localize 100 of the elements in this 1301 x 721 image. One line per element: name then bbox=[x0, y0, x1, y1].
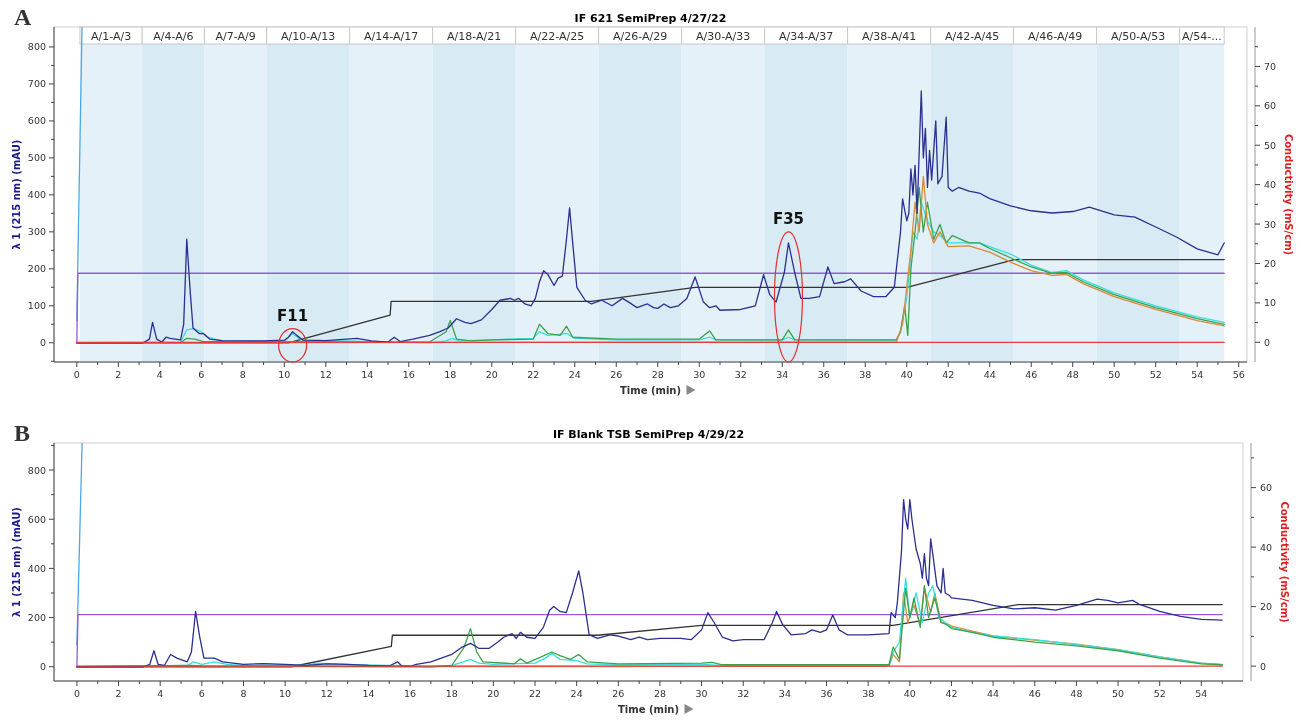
x-tick-label: 28 bbox=[653, 688, 666, 699]
band-label: A/42-A/45 bbox=[945, 30, 1000, 43]
chart-title: IF Blank TSB SemiPrep 4/29/22 bbox=[552, 428, 745, 441]
y2-tick-label: 30 bbox=[1264, 218, 1277, 230]
x-tick-label: 46 bbox=[1025, 369, 1038, 380]
y-tick-label: 0 bbox=[39, 661, 46, 673]
y-tick-label: 600 bbox=[27, 513, 46, 525]
text: A bbox=[14, 4, 32, 30]
x-tick-label: 40 bbox=[900, 369, 913, 380]
band-label: A/7-A/9 bbox=[215, 30, 256, 43]
y-axis-title: λ 1 (215 nm) (mAU) bbox=[11, 139, 22, 250]
x-tick-label: 22 bbox=[528, 688, 542, 699]
x-tick-label: 10 bbox=[279, 688, 292, 699]
y-tick-label: 100 bbox=[27, 300, 46, 312]
x-axis-title: Time (min) bbox=[619, 385, 682, 396]
x-tick-label: 18 bbox=[444, 369, 457, 380]
x-tick-label: 38 bbox=[862, 688, 875, 699]
x-tick-label: 20 bbox=[485, 369, 498, 380]
annotation: F11 bbox=[277, 306, 309, 325]
band-label: A/30-A/33 bbox=[696, 30, 751, 43]
x-tick-label: 18 bbox=[445, 688, 458, 699]
x-tick-label: 2 bbox=[115, 369, 122, 380]
x-tick-label: 4 bbox=[156, 369, 163, 380]
y2-tick-label: 40 bbox=[1264, 179, 1277, 191]
y2-tick-label: 70 bbox=[1264, 60, 1277, 72]
y2-tick-label: 0 bbox=[1260, 660, 1267, 672]
x-tick-label: 56 bbox=[1232, 369, 1245, 380]
x-tick-label: 34 bbox=[778, 688, 791, 699]
x-tick-label: 42 bbox=[945, 688, 958, 699]
x-tick-label: 52 bbox=[1149, 369, 1162, 380]
x-tick-label: 14 bbox=[362, 688, 375, 699]
x-tick-label: 54 bbox=[1195, 688, 1208, 699]
x-tick-label: 12 bbox=[319, 369, 332, 380]
x-tick-label: 24 bbox=[568, 369, 581, 380]
y2-tick-label: 20 bbox=[1264, 257, 1277, 269]
x-tick-label: 8 bbox=[240, 688, 247, 699]
y-tick-label: 600 bbox=[27, 115, 46, 127]
y-tick-label: 400 bbox=[27, 189, 46, 201]
band-label: A/10-A/13 bbox=[281, 30, 336, 43]
x-tick-label: 26 bbox=[610, 369, 623, 380]
x-tick-label: 38 bbox=[859, 369, 872, 380]
text: B bbox=[14, 420, 31, 446]
x-tick-label: 50 bbox=[1108, 369, 1121, 380]
x-tick-label: 16 bbox=[404, 688, 417, 699]
x-tick-label: 36 bbox=[820, 688, 833, 699]
x-tick-label: 48 bbox=[1070, 688, 1083, 699]
x-tick-label: 44 bbox=[983, 369, 996, 380]
y2-tick-label: 10 bbox=[1264, 297, 1277, 309]
band-label: A/1-A/3 bbox=[90, 30, 132, 43]
x-tick-label: 32 bbox=[734, 369, 747, 380]
y2-tick-label: 40 bbox=[1260, 541, 1273, 553]
band-label: A/22-A/25 bbox=[530, 30, 585, 43]
y2-tick-label: 20 bbox=[1260, 601, 1273, 613]
x-tick-label: 6 bbox=[198, 688, 205, 699]
x-tick-label: 16 bbox=[402, 369, 415, 380]
y2-axis-title: Conductivity (mS/cm) bbox=[1283, 133, 1294, 256]
annotation: F35 bbox=[772, 209, 805, 228]
x-tick-label: 22 bbox=[527, 369, 540, 380]
x-tick-label: 30 bbox=[693, 369, 706, 380]
x-tick-label: 36 bbox=[817, 369, 830, 380]
x-tick-label: 26 bbox=[612, 688, 625, 699]
y-tick-label: 200 bbox=[27, 612, 46, 624]
x-tick-label: 4 bbox=[157, 688, 164, 699]
x-tick-label: 0 bbox=[73, 688, 80, 699]
x-tick-label: 48 bbox=[1066, 369, 1079, 380]
band-label: A/54-... bbox=[1182, 30, 1222, 43]
y-tick-label: 800 bbox=[27, 464, 46, 476]
x-tick-label: 30 bbox=[695, 688, 708, 699]
x-tick-label: 0 bbox=[73, 369, 80, 380]
band-label: A/38-A/41 bbox=[862, 30, 917, 43]
x-tick-label: 24 bbox=[570, 688, 583, 699]
y-tick-label: 200 bbox=[27, 263, 46, 275]
x-tick-label: 10 bbox=[278, 369, 291, 380]
y2-tick-label: 60 bbox=[1260, 482, 1273, 494]
y-tick-label: 800 bbox=[27, 41, 46, 53]
x-tick-label: 12 bbox=[320, 688, 333, 699]
x-tick-label: 52 bbox=[1153, 688, 1166, 699]
y-axis-title: λ 1 (215 nm) (mAU) bbox=[11, 507, 22, 617]
y-tick-label: 400 bbox=[27, 562, 46, 574]
y-tick-label: 700 bbox=[27, 78, 46, 90]
band-label: A/34-A/37 bbox=[779, 30, 834, 43]
band-label: A/50-A/53 bbox=[1110, 30, 1166, 43]
band-label: A/26-A/29 bbox=[613, 30, 668, 43]
x-tick-label: 46 bbox=[1028, 688, 1041, 699]
band-label: A/14-A/17 bbox=[364, 30, 419, 43]
y2-tick-label: 50 bbox=[1264, 139, 1277, 151]
x-tick-label: 54 bbox=[1191, 369, 1204, 380]
x-tick-label: 14 bbox=[361, 369, 374, 380]
x-tick-label: 44 bbox=[987, 688, 1000, 699]
x-tick-label: 40 bbox=[903, 688, 916, 699]
x-tick-label: 6 bbox=[198, 369, 205, 380]
band-label: A/4-A/6 bbox=[153, 30, 194, 43]
band-label: A/18-A/21 bbox=[447, 30, 502, 43]
chart-title: IF 621 SemiPrep 4/27/22 bbox=[574, 12, 727, 25]
y2-axis-title: Conductivity (mS/cm) bbox=[1279, 501, 1290, 623]
x-tick-label: 2 bbox=[115, 688, 122, 699]
x-tick-label: 50 bbox=[1112, 688, 1125, 699]
y-tick-label: 0 bbox=[39, 337, 46, 349]
x-tick-label: 32 bbox=[737, 688, 750, 699]
y-tick-label: 300 bbox=[27, 226, 46, 238]
